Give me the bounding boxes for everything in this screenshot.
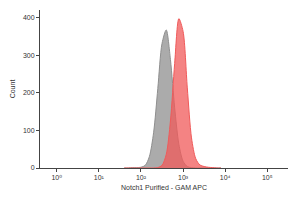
svg-text:10¹: 10¹ xyxy=(94,174,105,181)
svg-text:100: 100 xyxy=(23,127,35,134)
svg-text:200: 200 xyxy=(23,89,35,96)
svg-text:Count: Count xyxy=(9,80,16,99)
svg-text:0: 0 xyxy=(31,164,35,171)
svg-text:10⁵: 10⁵ xyxy=(262,174,273,181)
svg-text:300: 300 xyxy=(23,52,35,59)
svg-text:10³: 10³ xyxy=(178,174,189,181)
svg-text:10⁰: 10⁰ xyxy=(51,174,62,181)
svg-text:Notch1 Purified - GAM APC: Notch1 Purified - GAM APC xyxy=(121,184,207,191)
svg-text:10⁴: 10⁴ xyxy=(220,174,231,181)
svg-text:400: 400 xyxy=(23,14,35,21)
svg-text:10²: 10² xyxy=(136,174,147,181)
